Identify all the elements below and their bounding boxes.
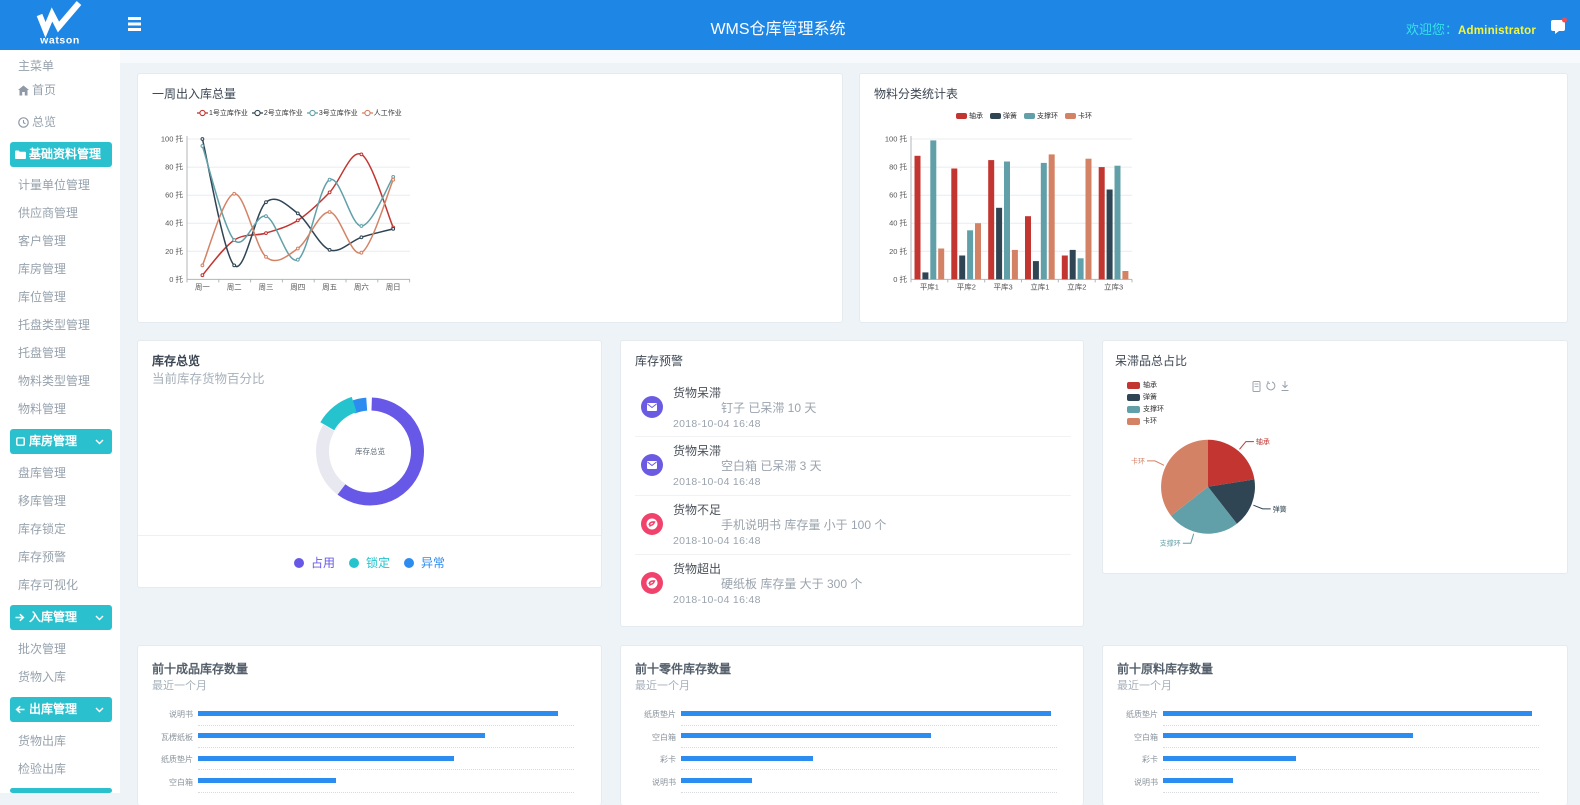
svg-text:20 托: 20 托 [889,246,907,256]
svg-text:平库1: 平库1 [920,281,939,291]
svg-text:卡环: 卡环 [1131,456,1145,465]
svg-text:平库2: 平库2 [957,281,976,291]
svg-text:弹簧: 弹簧 [1273,504,1287,513]
svg-text:100 托: 100 托 [885,134,908,144]
svg-text:轴承: 轴承 [1256,437,1270,446]
svg-text:周一: 周一 [195,282,210,291]
svg-text:周三: 周三 [259,282,274,291]
svg-text:60 托: 60 托 [165,190,183,200]
svg-text:库存总览: 库存总览 [355,446,385,456]
svg-text:周二: 周二 [227,282,242,291]
svg-text:周五: 周五 [322,282,337,291]
svg-text:立库2: 立库2 [1067,281,1086,291]
svg-text:40 托: 40 托 [165,218,183,228]
svg-text:80 托: 80 托 [889,162,907,172]
svg-text:60 托: 60 托 [889,190,907,200]
svg-text:立库1: 立库1 [1030,281,1049,291]
svg-text:100 托: 100 托 [161,134,184,144]
svg-text:80 托: 80 托 [165,162,183,172]
svg-text:周四: 周四 [290,282,305,291]
svg-text:周日: 周日 [386,282,401,291]
svg-text:立库3: 立库3 [1104,281,1123,291]
svg-text:40 托: 40 托 [889,218,907,228]
svg-text:平库3: 平库3 [994,281,1013,291]
svg-text:0 托: 0 托 [169,274,183,284]
svg-text:watson: watson [39,35,80,47]
svg-text:周六: 周六 [354,281,369,291]
svg-text:20 托: 20 托 [165,246,183,256]
svg-text:0 托: 0 托 [893,274,907,284]
svg-text:支撑环: 支撑环 [1160,539,1181,548]
